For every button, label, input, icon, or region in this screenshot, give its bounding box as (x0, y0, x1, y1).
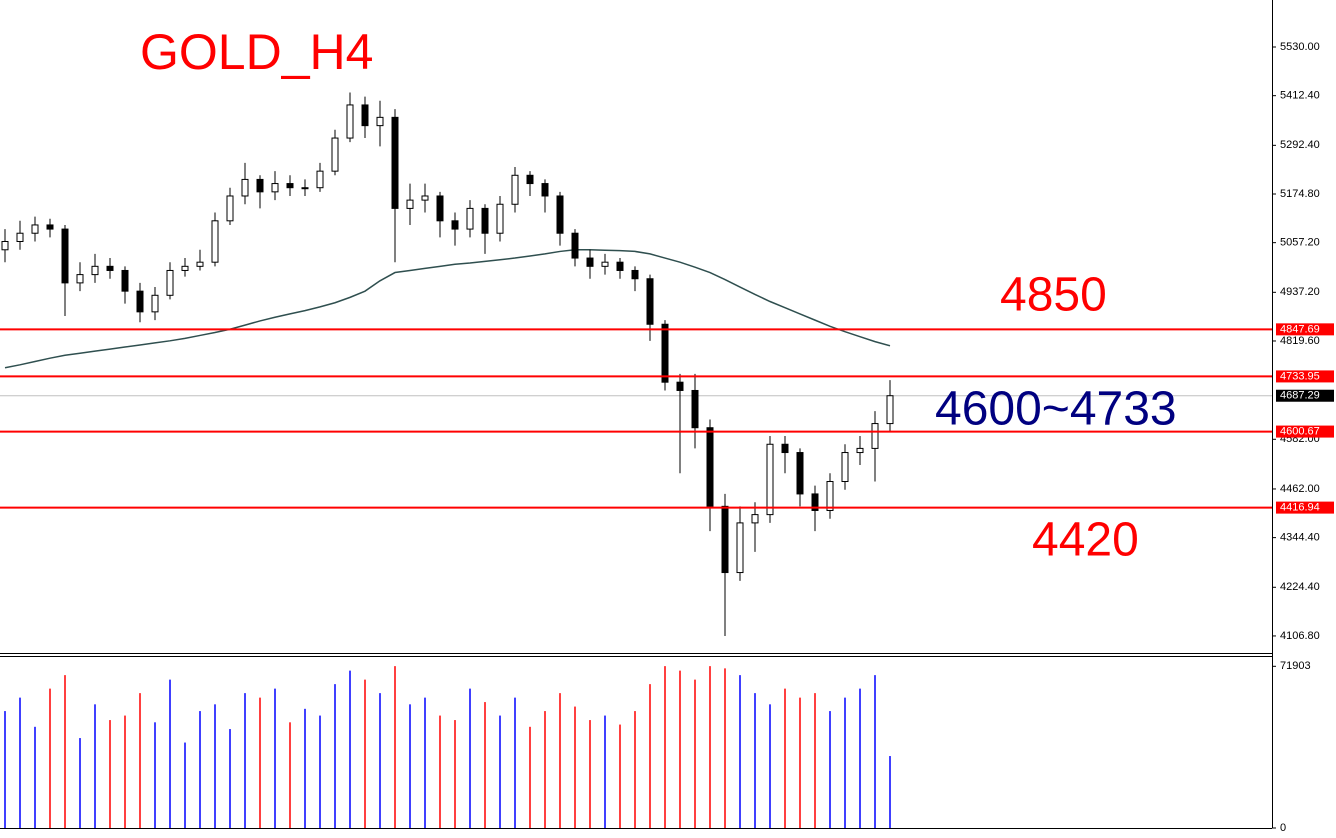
candle-body (211, 220, 219, 263)
y-tick-label: 5057.20 (1280, 237, 1320, 249)
y-tick-label: 5412.40 (1280, 90, 1320, 102)
candle-body (16, 232, 24, 242)
candle-body (781, 443, 789, 454)
candle-body (91, 265, 99, 276)
candle-body (886, 395, 894, 425)
candle-body (676, 381, 684, 391)
candle-body (361, 104, 369, 127)
y-tick-label: 4224.40 (1280, 581, 1320, 593)
candle-body (496, 203, 504, 234)
annotation: 4850 (1000, 269, 1107, 322)
candle-body (661, 323, 669, 383)
candle-body (841, 452, 849, 483)
candle-body (571, 232, 579, 259)
y-tick-label: 4344.40 (1280, 532, 1320, 544)
candle-body (481, 207, 489, 234)
candle-body (856, 447, 864, 454)
candle-body (256, 178, 264, 193)
candle-body (391, 116, 399, 209)
candle-body (316, 170, 324, 189)
level-label: 4600.67 (1280, 425, 1320, 437)
candle-body (616, 261, 624, 271)
candle-body (196, 261, 204, 267)
candle-body (721, 505, 729, 574)
candle-body (601, 261, 609, 267)
chart-title: GOLD_H4 (140, 24, 373, 80)
candle-body (106, 265, 114, 271)
candle-body (646, 278, 654, 325)
y-tick-label: 4462.00 (1280, 483, 1320, 495)
candle-body (541, 183, 549, 197)
candle-body (511, 174, 519, 205)
candle-body (406, 199, 414, 209)
candle-body (631, 269, 639, 280)
level-label-box (1276, 425, 1334, 438)
candle-body (76, 274, 84, 284)
candle-body (826, 481, 834, 511)
last-price-box (1276, 389, 1334, 402)
candle-body (796, 452, 804, 495)
level-label: 4733.95 (1280, 370, 1320, 382)
candle-body (751, 514, 759, 524)
moving-average (4, 249, 891, 369)
level-label: 4416.94 (1280, 502, 1320, 514)
candle-body (346, 104, 354, 139)
candle-body (421, 195, 429, 201)
candle-body (331, 137, 339, 172)
candle-body (736, 522, 744, 574)
candle-body (766, 443, 774, 516)
volume-tick-label: 0 (1280, 822, 1286, 834)
candle-body (121, 269, 129, 292)
y-tick-label: 5530.00 (1280, 41, 1320, 53)
candle-body (61, 228, 69, 284)
level-label-box (1276, 323, 1334, 336)
candle-body (811, 493, 819, 511)
candle-body (46, 224, 54, 230)
candle-body (466, 207, 474, 230)
annotation: 4600~4733 (935, 383, 1177, 436)
candle-body (706, 427, 714, 507)
level-label: 4847.69 (1280, 323, 1320, 335)
candle-body (181, 265, 189, 271)
y-tick-label: 4937.20 (1280, 286, 1320, 298)
candle-body (1, 240, 9, 251)
y-tick-label: 5174.80 (1280, 188, 1320, 200)
candle-body (526, 174, 534, 185)
candle-body (136, 290, 144, 313)
y-tick-label: 5292.40 (1280, 139, 1320, 151)
level-label-box (1276, 370, 1334, 383)
candle-body (226, 195, 234, 222)
candle-body (586, 257, 594, 267)
candle-body (691, 389, 699, 429)
candle-body (871, 423, 879, 449)
annotation: 4420 (1032, 514, 1139, 567)
y-tick-label: 4106.80 (1280, 630, 1320, 642)
candle-body (241, 178, 249, 197)
candle-body (166, 269, 174, 296)
candle-body (436, 195, 444, 222)
y-tick-label: 4819.60 (1280, 335, 1320, 347)
volume-tick-label: 71903 (1280, 660, 1311, 672)
candle-body (556, 195, 564, 234)
candle-body (451, 220, 459, 230)
candle-body (286, 183, 294, 189)
candle-body (301, 187, 309, 190)
last-price-label: 4687.29 (1280, 390, 1320, 402)
candle-body (151, 294, 159, 313)
level-label-box (1276, 501, 1334, 514)
candle-body (31, 224, 39, 234)
candle-body (376, 116, 384, 127)
candle-body (271, 183, 279, 193)
